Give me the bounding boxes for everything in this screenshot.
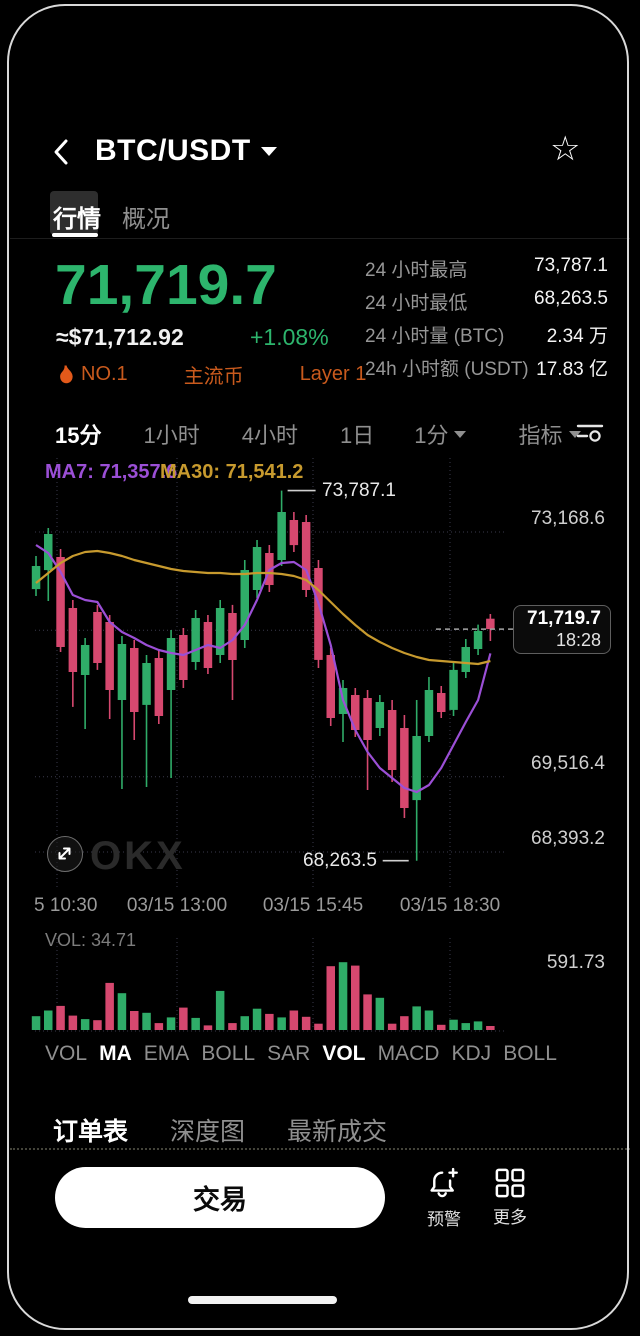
tab-market-bg (50, 191, 98, 235)
order-tabs-row: 订单表 深度图 最新成交 (53, 1112, 387, 1148)
last-price: 71,719.7 (55, 253, 277, 317)
ma30-line (35, 549, 491, 666)
indicator-vol-sub[interactable]: VOL (322, 1042, 366, 1065)
grid-more-icon (495, 1168, 525, 1198)
back-button[interactable] (48, 136, 78, 168)
fiat-price: ≈$71,712.92 (56, 324, 184, 350)
indicator-boll-sub[interactable]: BOLL (503, 1042, 557, 1065)
timeframe-row: 15分 1小时 4小时 1日 1分 指标 (55, 418, 581, 450)
tf-1m-label: 1分 (414, 423, 449, 448)
alert-label: 预警 (427, 1210, 461, 1229)
indicator-boll[interactable]: BOLL (201, 1042, 256, 1065)
tab-overview[interactable]: 概况 (122, 206, 170, 233)
more-button[interactable]: 更多 (487, 1168, 533, 1228)
indicator-ema[interactable]: EMA (143, 1042, 190, 1065)
indicator-ma[interactable]: MA (99, 1042, 132, 1065)
stat-row-volume: 24 小时量 (BTC) 2.34 万 (365, 321, 608, 348)
candles (31, 490, 495, 861)
flame-icon (60, 365, 73, 384)
favorite-star-icon[interactable]: ☆ (550, 130, 581, 168)
stats-panel: 24 小时最高 73,787.1 24 小时最低 68,263.5 24 小时量… (365, 255, 608, 381)
bell-plus-icon (430, 1167, 458, 1198)
indicator-vol-main[interactable]: VOL (45, 1042, 88, 1065)
ma7-label: MA7: 71,357.6 (45, 461, 178, 483)
volume-bars (31, 962, 495, 1030)
stat-row-low: 24 小时最低 68,263.5 (365, 288, 608, 315)
grid-lines (35, 458, 506, 1032)
expand-arrows-icon (58, 847, 71, 860)
more-label: 更多 (493, 1208, 527, 1227)
tab-order-book[interactable]: 订单表 (53, 1118, 129, 1146)
stat-value: 73,787.1 (534, 255, 608, 276)
tag-mainstream[interactable]: 主流币 (183, 366, 244, 388)
rank-badge[interactable]: NO.1 (81, 363, 128, 385)
change-percent: +1.08% (250, 324, 329, 350)
chart-settings-icon (576, 424, 604, 442)
trade-button[interactable]: 交易 (55, 1167, 385, 1228)
tf-1d[interactable]: 1日 (339, 423, 375, 448)
volume-current-label: VOL: 34.71 (45, 930, 137, 950)
ma30-label: MA30: 71,541.2 (160, 461, 304, 483)
indicator-dropdown-label: 指标 (518, 423, 563, 448)
expand-chart-button[interactable] (47, 836, 83, 872)
stat-row-turnover: 24h 小时额 (USDT) 17.83 亿 (365, 354, 608, 381)
tabs-separator (10, 238, 630, 239)
stat-label: 24 小时最高 (365, 260, 468, 281)
stat-label: 24 小时量 (BTC) (365, 326, 505, 347)
indicator-sar[interactable]: SAR (267, 1042, 311, 1065)
indicator-kdj[interactable]: KDJ (451, 1042, 492, 1065)
tf-4h[interactable]: 4小时 (241, 423, 298, 448)
tf-caret-icon (454, 430, 467, 438)
stat-label: 24 小时最低 (365, 293, 468, 314)
stat-value: 68,263.5 (534, 288, 608, 309)
badges-row: NO.1 主流币 Layer 1 (58, 360, 366, 389)
stat-row-high: 24 小时最高 73,787.1 (365, 255, 608, 282)
alert-button[interactable]: 预警 (418, 1166, 470, 1230)
pair-selector[interactable]: BTC/USDT (95, 134, 277, 168)
page-title: BTC/USDT (95, 134, 251, 167)
stat-value: 2.34 万 (546, 326, 608, 347)
tf-15m[interactable]: 15分 (55, 423, 102, 448)
back-chevron-icon (54, 139, 68, 165)
tf-1m-dropdown[interactable]: 1分 (414, 418, 467, 450)
okx-watermark: OKX (90, 834, 186, 878)
ma7-line (35, 544, 492, 794)
indicator-dropdown[interactable]: 指标 (518, 418, 581, 450)
volume-max-label: 591.73 (546, 952, 605, 973)
tf-1h[interactable]: 1小时 (143, 423, 200, 448)
order-tabs-separator (10, 1148, 630, 1150)
stat-label: 24h 小时额 (USDT) (365, 359, 529, 380)
indicator-macd[interactable]: MACD (377, 1042, 440, 1065)
tab-latest-trades[interactable]: 最新成交 (287, 1118, 388, 1146)
indicator-caret-icon (568, 430, 581, 438)
tab-market[interactable]: 行情 (53, 206, 101, 233)
tab-depth-chart[interactable]: 深度图 (170, 1118, 246, 1146)
stat-value: 17.83 亿 (536, 359, 608, 380)
chart-settings-button[interactable] (576, 420, 604, 449)
tab-active-underline (52, 233, 98, 237)
tag-layer1[interactable]: Layer 1 (299, 363, 367, 385)
pair-dropdown-icon (260, 146, 277, 156)
home-indicator[interactable] (188, 1296, 337, 1304)
trade-button-label: 交易 (193, 1185, 247, 1215)
indicator-row: VOL MA EMA BOLL SAR VOL MACD KDJ BOLL (45, 1042, 557, 1066)
